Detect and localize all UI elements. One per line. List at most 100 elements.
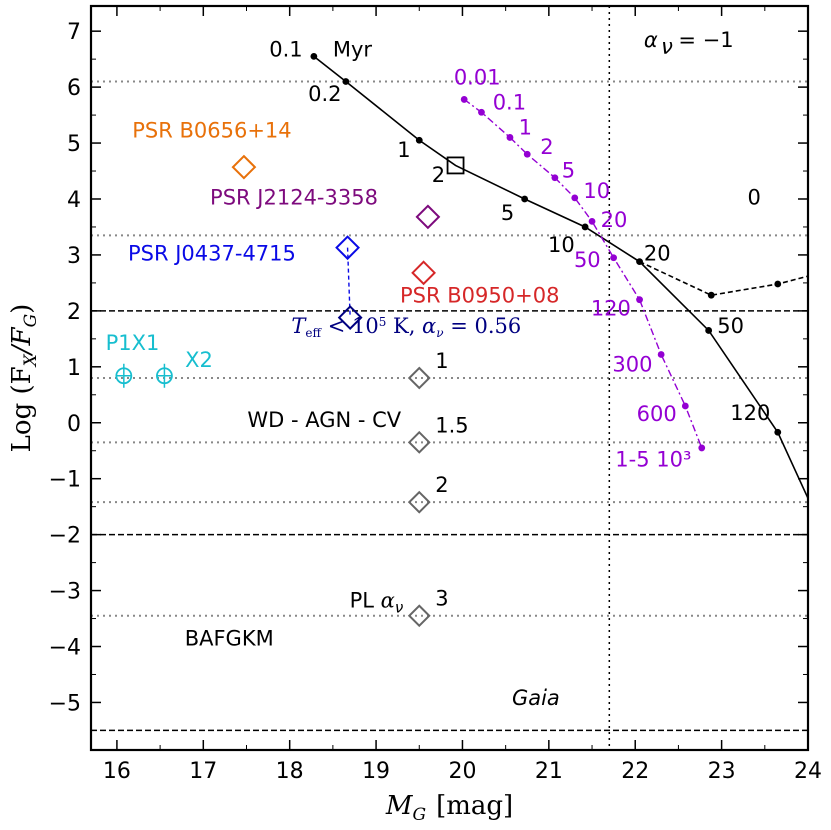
series-1-label-3: 0 xyxy=(748,186,761,210)
series-0-label-8: 50 xyxy=(717,314,744,338)
series-2-point-0 xyxy=(460,96,468,103)
series-0-point-6 xyxy=(705,327,713,334)
series-2-label-5: 10 xyxy=(583,179,610,203)
y-tick-label-2: 2 xyxy=(67,300,81,325)
pl-diamond-1 xyxy=(407,430,431,454)
series-2-point-10 xyxy=(681,402,689,410)
series-2-label-4: 5 xyxy=(562,159,575,183)
series-0-label-2: 0.2 xyxy=(308,82,341,106)
series-0-label-7: 20 xyxy=(644,242,671,266)
y-tick-label-5: 5 xyxy=(67,132,81,157)
source-diamond-2 xyxy=(335,235,360,261)
y-tick-label-1: 1 xyxy=(67,356,81,381)
pl-diamond-2 xyxy=(407,490,431,514)
source-diamond-3 xyxy=(337,305,363,330)
pl-label-2: 2 xyxy=(435,473,448,497)
series-2-point-11 xyxy=(698,444,706,452)
teff-part-5: α xyxy=(422,314,436,338)
teff-part-3: 5 xyxy=(379,315,387,329)
markers xyxy=(115,52,782,628)
series-2-label-8: 120 xyxy=(591,296,631,320)
series-2-point-4 xyxy=(551,174,559,182)
gaia-label: Gaia xyxy=(512,686,560,710)
series-1-label-0: α xyxy=(644,28,658,52)
series-2-point-1 xyxy=(478,108,485,116)
region-label-0: WD - AGN - CV xyxy=(247,408,401,432)
series-2-label-11: 1-5 10³ xyxy=(615,447,691,471)
y-tick-label--3: −3 xyxy=(49,580,81,605)
pl-diamond-0 xyxy=(407,366,431,390)
x-axis-title-sub: G xyxy=(412,805,426,825)
x-tick-label-20: 20 xyxy=(448,759,476,784)
series-0-label-1: Myr xyxy=(333,37,373,61)
x-tick-label-19: 19 xyxy=(362,759,390,784)
series-0-point-5 xyxy=(636,258,643,266)
x-axis-title-unit: [mag] xyxy=(436,791,513,821)
y-axis-title: Log (FX/FG) xyxy=(7,304,41,453)
plot-frame xyxy=(89,4,810,752)
series-2-label-3: 2 xyxy=(540,135,553,159)
source-diamond-0 xyxy=(231,154,257,180)
xdins-label-1: X2 xyxy=(185,348,213,372)
series-0-point-3 xyxy=(521,195,529,203)
cooling-track-line xyxy=(313,55,809,499)
pl-alpha: α xyxy=(381,589,395,613)
series-2-point-5 xyxy=(571,194,579,202)
x-tick-label-21: 21 xyxy=(535,759,563,784)
x-tick-label-18: 18 xyxy=(276,759,304,784)
pl-alpha-label: PL αν xyxy=(350,589,404,617)
source-label-2: PSR J0437-4715 xyxy=(128,242,296,266)
source-label-0: PSR B0656+14 xyxy=(132,118,291,142)
cooling-track-alpha-line xyxy=(639,260,809,297)
y-tick-label--4: −4 xyxy=(49,636,81,661)
series-2-label-2: 1 xyxy=(519,116,532,140)
y-tick-label-0: 0 xyxy=(67,412,81,437)
y-tick-label--1: −1 xyxy=(49,468,81,493)
pl-label-3: 3 xyxy=(435,587,448,611)
teff-part-4: K, xyxy=(386,314,422,338)
xdins-label-0: P1X1 xyxy=(106,331,160,355)
source-diamond-1 xyxy=(415,204,441,230)
pl-nu: ν xyxy=(395,599,403,617)
series-2-label-0: 0.01 xyxy=(454,65,501,89)
series-0-label-0: 0.1 xyxy=(269,37,302,61)
x-axis-title: MG [mag] xyxy=(385,791,513,825)
series-0-point-2 xyxy=(415,136,423,144)
series-1-point-1 xyxy=(774,280,782,288)
square-marker xyxy=(446,156,465,175)
series-2-point-8 xyxy=(636,296,643,304)
y-axis-title-sub2: G xyxy=(21,314,41,328)
series-2-point-2 xyxy=(506,134,514,141)
pl-diamond-3 xyxy=(407,604,431,628)
series-0-point-4 xyxy=(581,223,589,231)
series-1-point-0 xyxy=(707,291,715,299)
x-tick-label-17: 17 xyxy=(189,759,217,784)
series-0-point-1 xyxy=(342,78,350,85)
y-tick-label-3: 3 xyxy=(67,244,81,269)
series-1-label-2: = −1 xyxy=(678,28,733,52)
series-2-label-6: 20 xyxy=(601,208,628,232)
pl-label-0: 1 xyxy=(435,349,448,373)
series-2-point-6 xyxy=(588,217,596,225)
series-0-point-7 xyxy=(774,428,782,436)
source-diamond-4 xyxy=(411,260,436,286)
teff-part-7: = 0.56 xyxy=(444,314,522,338)
teff-part-2: < 10 xyxy=(321,314,379,338)
x-tick-label-23: 23 xyxy=(708,759,736,784)
second-track-line xyxy=(463,98,703,449)
x-tick-label-24: 24 xyxy=(794,759,822,784)
teff-part-1: eff xyxy=(305,326,322,340)
y-axis-title-mid: /F xyxy=(7,326,37,357)
series-0-point-0 xyxy=(310,52,318,60)
series-2-label-10: 600 xyxy=(637,402,677,426)
x-tick-label-22: 22 xyxy=(621,759,649,784)
series-2-point-3 xyxy=(523,150,531,158)
source-label-4: PSR B0950+08 xyxy=(400,283,559,307)
series-0-label-6: 10 xyxy=(548,233,575,257)
series-2-point-7 xyxy=(610,254,618,262)
teff-part-6: ν xyxy=(436,326,443,340)
y-tick-label-7: 7 xyxy=(67,20,81,45)
series-2-point-9 xyxy=(657,351,665,358)
